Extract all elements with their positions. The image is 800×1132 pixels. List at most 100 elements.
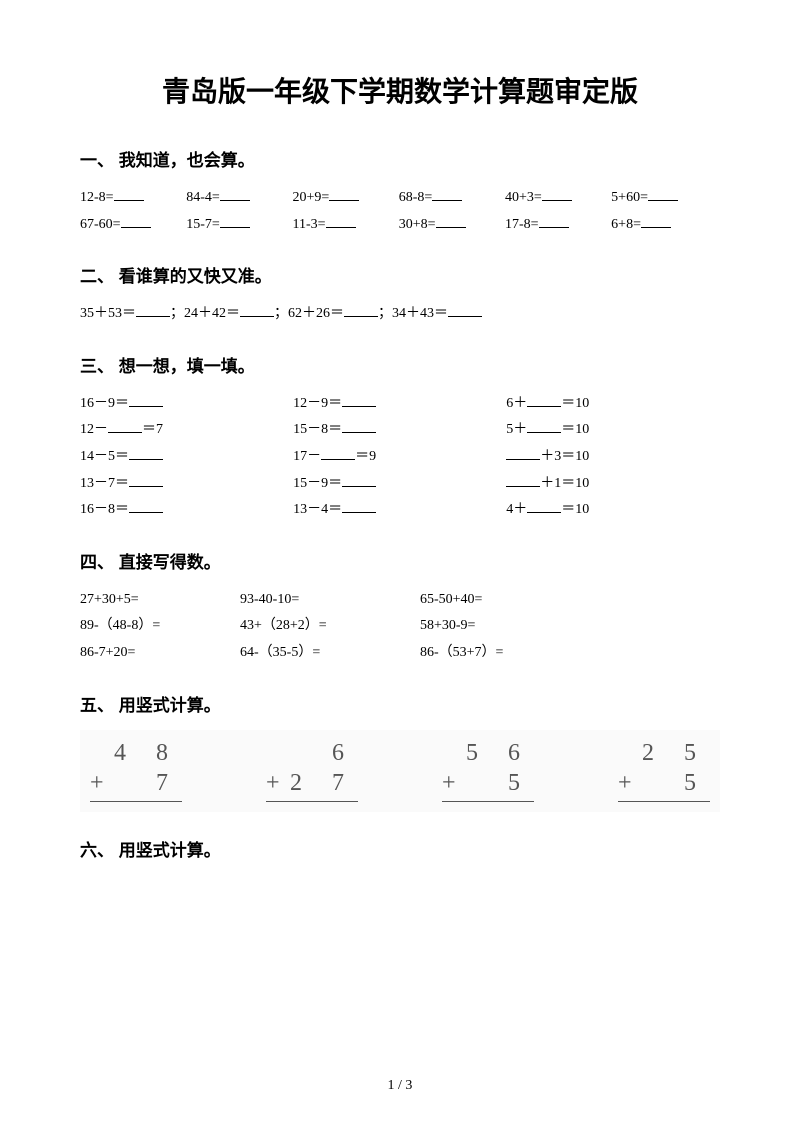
answer-blank[interactable] bbox=[220, 187, 250, 201]
answer-blank[interactable] bbox=[342, 473, 376, 487]
answer-blank[interactable] bbox=[129, 393, 163, 407]
vcalc-top: 2 5 bbox=[618, 738, 710, 768]
answer-blank[interactable] bbox=[342, 393, 376, 407]
vertical-calc: 6+2 7 bbox=[266, 738, 358, 802]
expression-text: 17-8= bbox=[505, 217, 539, 232]
calc-row: 14－5＝17－ ＝9 ＋3＝10 bbox=[80, 444, 720, 471]
answer-blank[interactable] bbox=[539, 214, 569, 228]
expression-text: 84-4= bbox=[186, 190, 220, 205]
answer-blank[interactable] bbox=[342, 419, 376, 433]
answer-blank[interactable] bbox=[114, 187, 144, 201]
answer-blank[interactable] bbox=[506, 446, 540, 460]
expression-text: 15-7= bbox=[186, 217, 220, 232]
expression-post: ＝10 bbox=[561, 502, 589, 517]
expression-pre: 16－9＝ bbox=[80, 396, 129, 411]
section-6-head: 六、 用竖式计算。 bbox=[80, 836, 720, 861]
section-3-head: 三、 想一想，填一填。 bbox=[80, 352, 720, 377]
answer-blank[interactable] bbox=[436, 214, 466, 228]
answer-blank[interactable] bbox=[220, 214, 250, 228]
calc-row: 89-（48-8）=43+（28+2）=58+30-9= bbox=[80, 613, 720, 640]
expression-text: 93-40-10= bbox=[240, 587, 420, 614]
answer-blank[interactable] bbox=[344, 303, 378, 317]
answer-blank[interactable] bbox=[129, 446, 163, 460]
answer-blank[interactable] bbox=[527, 419, 561, 433]
calc-item: 5+60= bbox=[611, 185, 717, 212]
expression-post: ＝10 bbox=[561, 396, 589, 411]
expression-text: 89-（48-8）= bbox=[80, 613, 240, 640]
expression-text: 30+8= bbox=[399, 217, 436, 232]
answer-blank[interactable] bbox=[136, 303, 170, 317]
answer-blank[interactable] bbox=[342, 499, 376, 513]
calc-item: 12-8= bbox=[80, 185, 186, 212]
calc-row: 13－7＝15－9＝＋1＝10 bbox=[80, 471, 720, 498]
calc-item: 13－4＝ bbox=[293, 497, 506, 524]
section-5-head: 五、 用竖式计算。 bbox=[80, 691, 720, 716]
answer-blank[interactable] bbox=[129, 473, 163, 487]
answer-blank[interactable] bbox=[240, 303, 274, 317]
answer-blank[interactable] bbox=[326, 214, 356, 228]
calc-item: 6+8= bbox=[611, 212, 717, 239]
expression-post: ＝10 bbox=[561, 422, 589, 437]
vcalc-bottom: 5 bbox=[508, 768, 534, 798]
answer-blank[interactable] bbox=[108, 419, 142, 433]
expression-text: ；24＋42＝ bbox=[170, 306, 240, 321]
plus-icon: + bbox=[618, 768, 632, 798]
answer-blank[interactable] bbox=[329, 187, 359, 201]
expression-pre: 17－ bbox=[293, 449, 321, 464]
expression-text: 86-7+20= bbox=[80, 640, 240, 667]
answer-blank[interactable] bbox=[506, 473, 540, 487]
calc-row: 16－8＝13－4＝4＋＝10 bbox=[80, 497, 720, 524]
section-1-body: 12-8=84-4=20+9=68-8=40+3=5+60=67-60=15-7… bbox=[80, 185, 720, 238]
vcalc-bottom-row: +5 bbox=[618, 768, 710, 798]
answer-blank[interactable] bbox=[527, 499, 561, 513]
answer-blank[interactable] bbox=[432, 187, 462, 201]
answer-blank[interactable] bbox=[321, 446, 355, 460]
answer-blank[interactable] bbox=[527, 393, 561, 407]
expression-pre: 12－9＝ bbox=[293, 396, 342, 411]
expression-post: ＝9 bbox=[355, 449, 376, 464]
calc-item: 4＋ ＝10 bbox=[506, 497, 719, 524]
expression-text: 6+8= bbox=[611, 217, 641, 232]
answer-blank[interactable] bbox=[542, 187, 572, 201]
vcalc-bottom-row: +7 bbox=[90, 768, 182, 798]
calc-item: 17-8= bbox=[505, 212, 611, 239]
expression-pre: 13－4＝ bbox=[293, 502, 342, 517]
vcalc-rule bbox=[90, 801, 182, 802]
vcalc-top: 6 bbox=[266, 738, 358, 768]
expression-text: 68-8= bbox=[399, 190, 433, 205]
expression-text: 20+9= bbox=[292, 190, 329, 205]
calc-item: 11-3= bbox=[292, 212, 398, 239]
calc-item: 17－ ＝9 bbox=[293, 444, 506, 471]
expression-text: ；34＋43＝ bbox=[378, 306, 448, 321]
calc-row: 12－＝715－8＝5＋＝10 bbox=[80, 417, 720, 444]
answer-blank[interactable] bbox=[129, 499, 163, 513]
expression-pre: 6＋ bbox=[506, 396, 527, 411]
expression-text: ；62＋26＝ bbox=[274, 306, 344, 321]
section-4-head: 四、 直接写得数。 bbox=[80, 548, 720, 573]
calc-item: 14－5＝ bbox=[80, 444, 293, 471]
plus-icon: + bbox=[442, 768, 456, 798]
calc-item: 15-7= bbox=[186, 212, 292, 239]
calc-item: 5＋＝10 bbox=[506, 417, 719, 444]
plus-icon: + bbox=[90, 768, 104, 798]
vcalc-bottom-row: +5 bbox=[442, 768, 534, 798]
vcalc-top: 4 8 bbox=[90, 738, 182, 768]
vcalc-rule bbox=[618, 801, 710, 802]
calc-row: 86-7+20=64-（35-5）=86-（53+7）= bbox=[80, 640, 720, 667]
expression-text: 64-（35-5）= bbox=[240, 640, 420, 667]
page-title: 青岛版一年级下学期数学计算题审定版 bbox=[80, 70, 720, 110]
answer-blank[interactable] bbox=[641, 214, 671, 228]
calc-item: 12－9＝ bbox=[293, 391, 506, 418]
calc-item: ＋1＝10 bbox=[506, 471, 719, 498]
answer-blank[interactable] bbox=[121, 214, 151, 228]
vcalc-rule bbox=[442, 801, 534, 802]
calc-item: 40+3= bbox=[505, 185, 611, 212]
calc-item: ＋3＝10 bbox=[506, 444, 719, 471]
expression-text: 40+3= bbox=[505, 190, 542, 205]
answer-blank[interactable] bbox=[648, 187, 678, 201]
expression-pre: 4＋ bbox=[506, 502, 527, 517]
section-1-head: 一、 我知道，也会算。 bbox=[80, 146, 720, 171]
expression-post: ＋1＝10 bbox=[540, 476, 589, 491]
answer-blank[interactable] bbox=[448, 303, 482, 317]
section-4-body: 27+30+5=93-40-10=65-50+40=89-（48-8）=43+（… bbox=[80, 587, 720, 667]
